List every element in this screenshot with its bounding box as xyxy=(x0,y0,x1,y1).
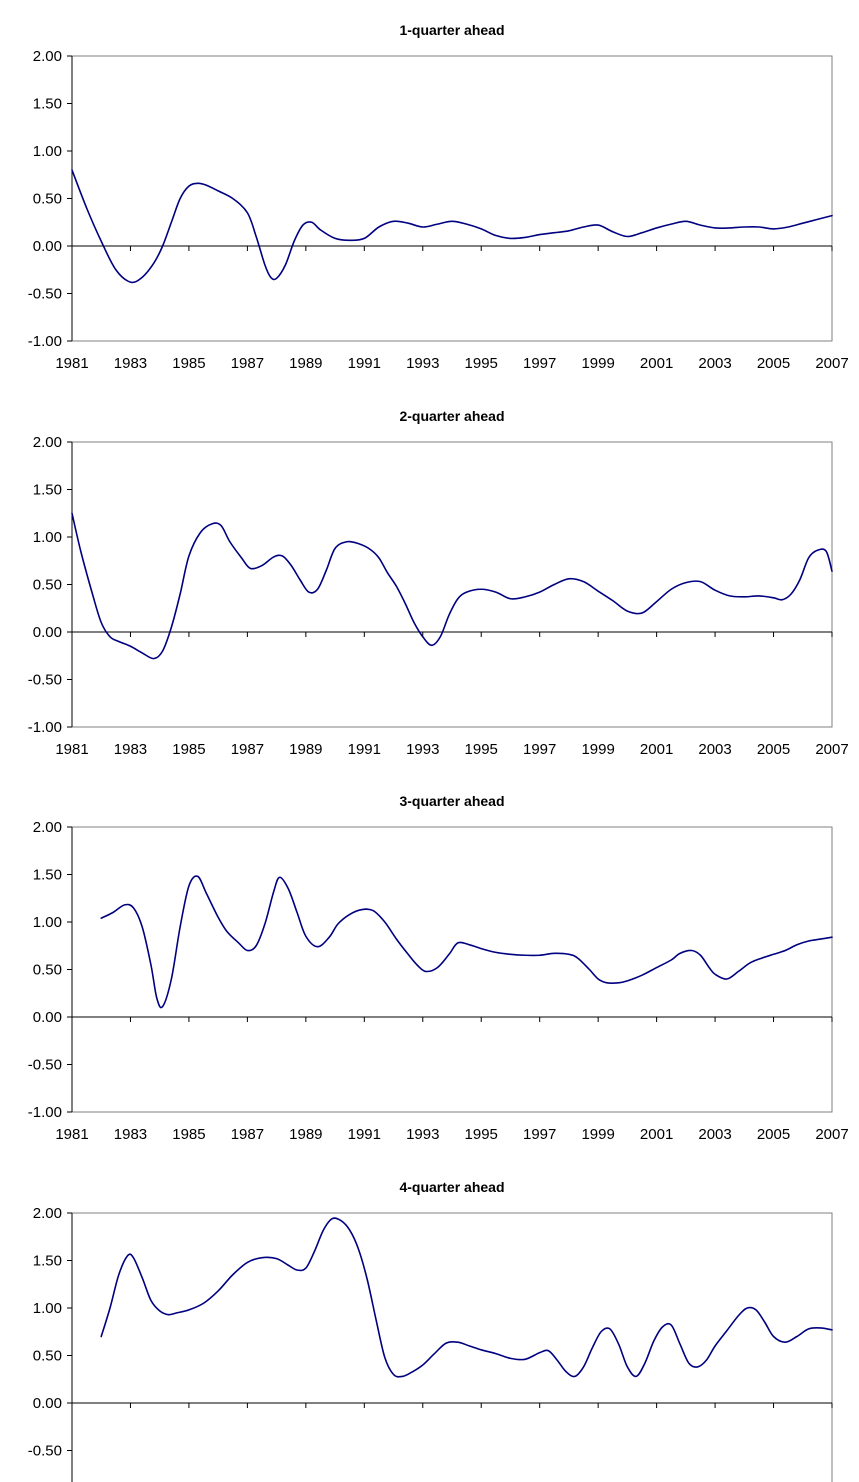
chart-title: 3-quarter ahead xyxy=(399,793,504,809)
x-tick-label: 1991 xyxy=(348,1126,381,1143)
y-tick-label: 0.00 xyxy=(33,1009,62,1026)
x-tick-label: 1991 xyxy=(348,741,381,758)
series-line xyxy=(71,512,833,660)
y-tick-label: 0.50 xyxy=(33,577,62,594)
chart-panel-3: 3-quarter ahead -1.00 -0.50 0.00 0.50 1.00 1.5… xyxy=(28,793,849,1143)
x-tick-label: 2001 xyxy=(640,1126,673,1143)
x-tick-label: 2003 xyxy=(698,1126,731,1143)
chart-panel-1: 1-quarter ahead -1.00 -0.50 0.00 0.50 1.00 1.5… xyxy=(28,22,849,372)
plot-area xyxy=(71,441,833,728)
x-tick-label: 1981 xyxy=(55,1126,88,1143)
x-tick-label: 2005 xyxy=(757,1126,790,1143)
plot-area xyxy=(71,55,833,342)
y-tick-label: 0.50 xyxy=(33,191,62,208)
y-tick-label: 0.50 xyxy=(33,1348,62,1365)
y-tick-label: 1.00 xyxy=(33,143,62,160)
y-tick-label: 2.00 xyxy=(33,1205,62,1222)
chart-title: 4-quarter ahead xyxy=(399,1179,504,1195)
y-tick-label: 0.00 xyxy=(33,624,62,641)
series-line xyxy=(100,875,833,1009)
y-tick-label: -1.00 xyxy=(28,1104,62,1121)
y-tick-label: 1.00 xyxy=(33,1300,62,1317)
y-tick-label: 2.00 xyxy=(33,819,62,836)
x-tick-label: 2001 xyxy=(640,355,673,372)
y-tick-label: -0.50 xyxy=(28,1443,62,1460)
x-tick-label: 1989 xyxy=(289,355,322,372)
x-tick-label: 1985 xyxy=(172,355,205,372)
x-tick-label: 1987 xyxy=(231,741,264,758)
y-tick-label: 0.00 xyxy=(33,1395,62,1412)
y-tick-label: -0.50 xyxy=(28,1057,62,1074)
x-tick-label: 1989 xyxy=(289,741,322,758)
chart-title: 1-quarter ahead xyxy=(399,22,504,38)
x-tick-label: 2007 xyxy=(815,355,848,372)
y-tick-label: 1.50 xyxy=(33,1253,62,1270)
x-tick-label: 1983 xyxy=(114,1126,147,1143)
x-tick-label: 2005 xyxy=(757,355,790,372)
plot-area xyxy=(71,826,833,1113)
y-tick-label: 1.50 xyxy=(33,96,62,113)
y-tick-label: -1.00 xyxy=(28,333,62,350)
x-tick-label: 1999 xyxy=(581,1126,614,1143)
y-tick-label: 1.50 xyxy=(33,867,62,884)
x-tick-label: 1985 xyxy=(172,741,205,758)
y-tick-label: 1.00 xyxy=(33,529,62,546)
x-tick-label: 2005 xyxy=(757,741,790,758)
x-tick-label: 1999 xyxy=(581,355,614,372)
x-tick-label: 2007 xyxy=(815,741,848,758)
x-tick-label: 1993 xyxy=(406,741,439,758)
x-tick-label: 1985 xyxy=(172,1126,205,1143)
x-tick-label: 1983 xyxy=(114,355,147,372)
series-line xyxy=(71,169,833,284)
x-tick-label: 1997 xyxy=(523,355,556,372)
y-tick-label: 1.00 xyxy=(33,914,62,931)
x-tick-label: 1997 xyxy=(523,1126,556,1143)
y-tick-label: 0.00 xyxy=(33,238,62,255)
x-tick-label: 1981 xyxy=(55,355,88,372)
x-tick-label: 2003 xyxy=(698,355,731,372)
x-tick-label: 1981 xyxy=(55,741,88,758)
x-tick-label: 1987 xyxy=(231,355,264,372)
series-line xyxy=(100,1217,833,1378)
y-tick-label: 2.00 xyxy=(33,48,62,65)
x-tick-label: 1993 xyxy=(406,1126,439,1143)
y-tick-label: -1.00 xyxy=(28,719,62,736)
chart-panel-2: 2-quarter ahead -1.00 -0.50 0.00 0.50 1.00 1.5… xyxy=(28,408,849,758)
x-tick-label: 1995 xyxy=(465,355,498,372)
y-tick-label: -0.50 xyxy=(28,286,62,303)
chart-panel-4: 4-quarter ahead-1.00-0.500.000.501.001.5… xyxy=(28,1179,833,1482)
x-tick-label: 1983 xyxy=(114,741,147,758)
x-tick-label: 1993 xyxy=(406,355,439,372)
x-tick-label: 1995 xyxy=(465,741,498,758)
plot-area xyxy=(71,1212,833,1482)
y-tick-label: 2.00 xyxy=(33,434,62,451)
x-tick-label: 1991 xyxy=(348,355,381,372)
x-tick-label: 1995 xyxy=(465,1126,498,1143)
y-tick-label: 1.50 xyxy=(33,482,62,499)
x-tick-label: 2001 xyxy=(640,741,673,758)
x-tick-label: 1987 xyxy=(231,1126,264,1143)
x-tick-label: 1989 xyxy=(289,1126,322,1143)
x-tick-label: 2003 xyxy=(698,741,731,758)
chart-title: 2-quarter ahead xyxy=(399,408,504,424)
y-tick-label: 0.50 xyxy=(33,962,62,979)
x-tick-label: 1997 xyxy=(523,741,556,758)
y-tick-label: -0.50 xyxy=(28,672,62,689)
x-tick-label: 1999 xyxy=(581,741,614,758)
x-tick-label: 2007 xyxy=(815,1126,848,1143)
